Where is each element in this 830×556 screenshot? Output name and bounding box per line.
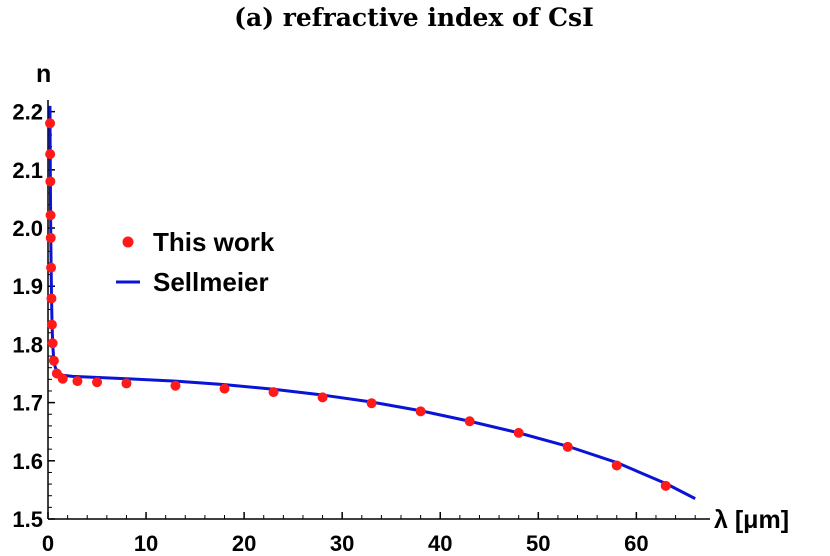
- data-point: [72, 376, 83, 387]
- y-axis-label: n: [36, 60, 51, 88]
- legend-label-sellmeier: Sellmeier: [153, 267, 269, 297]
- data-point: [47, 338, 58, 349]
- data-point: [268, 387, 279, 398]
- data-point: [611, 460, 622, 471]
- data-point: [317, 392, 328, 403]
- data-point: [46, 319, 57, 330]
- data-point: [513, 427, 524, 438]
- data-point: [46, 262, 57, 273]
- data-point: [219, 383, 230, 394]
- y-tick-label: 1.8: [12, 332, 43, 357]
- data-point: [92, 377, 103, 388]
- data-point: [660, 480, 671, 491]
- legend-label-this-work: This work: [153, 227, 275, 257]
- data-point: [170, 380, 181, 391]
- y-tick-label: 2.0: [12, 216, 43, 241]
- data-point: [48, 355, 59, 366]
- data-point: [45, 118, 56, 129]
- x-tick-label: 10: [134, 531, 158, 556]
- y-tick-label: 1.7: [12, 391, 43, 416]
- y-tick-label: 1.9: [12, 274, 43, 299]
- data-point: [464, 416, 475, 427]
- chart-title: (a) refractive index of CsI: [234, 3, 594, 32]
- data-point: [366, 398, 377, 409]
- x-tick-label: 50: [526, 531, 550, 556]
- y-axis-ticks: 1.5 1.6 1.7 1.8 1.9 2.0 2.1 2.2: [12, 100, 55, 532]
- data-point: [57, 373, 68, 384]
- data-point: [415, 406, 426, 417]
- x-tick-label: 0: [42, 531, 54, 556]
- data-point: [121, 378, 132, 389]
- y-tick-label: 2.1: [12, 158, 43, 183]
- data-point: [45, 232, 56, 243]
- x-tick-label: 30: [330, 531, 354, 556]
- x-tick-label: 20: [232, 531, 256, 556]
- y-tick-label: 1.6: [12, 449, 43, 474]
- x-axis-ticks: 0 10 20 30 40 50 60: [42, 512, 696, 556]
- data-point: [45, 176, 56, 187]
- y-tick-label: 2.2: [12, 100, 43, 125]
- legend-marker-this-work: [122, 236, 134, 248]
- data-point: [45, 149, 56, 160]
- sellmeier-line: [48, 105, 696, 500]
- x-tick-label: 40: [428, 531, 452, 556]
- y-tick-label: 1.5: [12, 507, 43, 532]
- data-point: [45, 210, 56, 221]
- sellmeier-series: [48, 105, 696, 500]
- legend: This work Sellmeier: [116, 227, 275, 297]
- this-work-series: [45, 118, 671, 491]
- data-point: [562, 441, 573, 452]
- x-axis-label: λ [μm]: [714, 506, 789, 534]
- data-point: [46, 293, 57, 304]
- x-tick-label: 60: [624, 531, 648, 556]
